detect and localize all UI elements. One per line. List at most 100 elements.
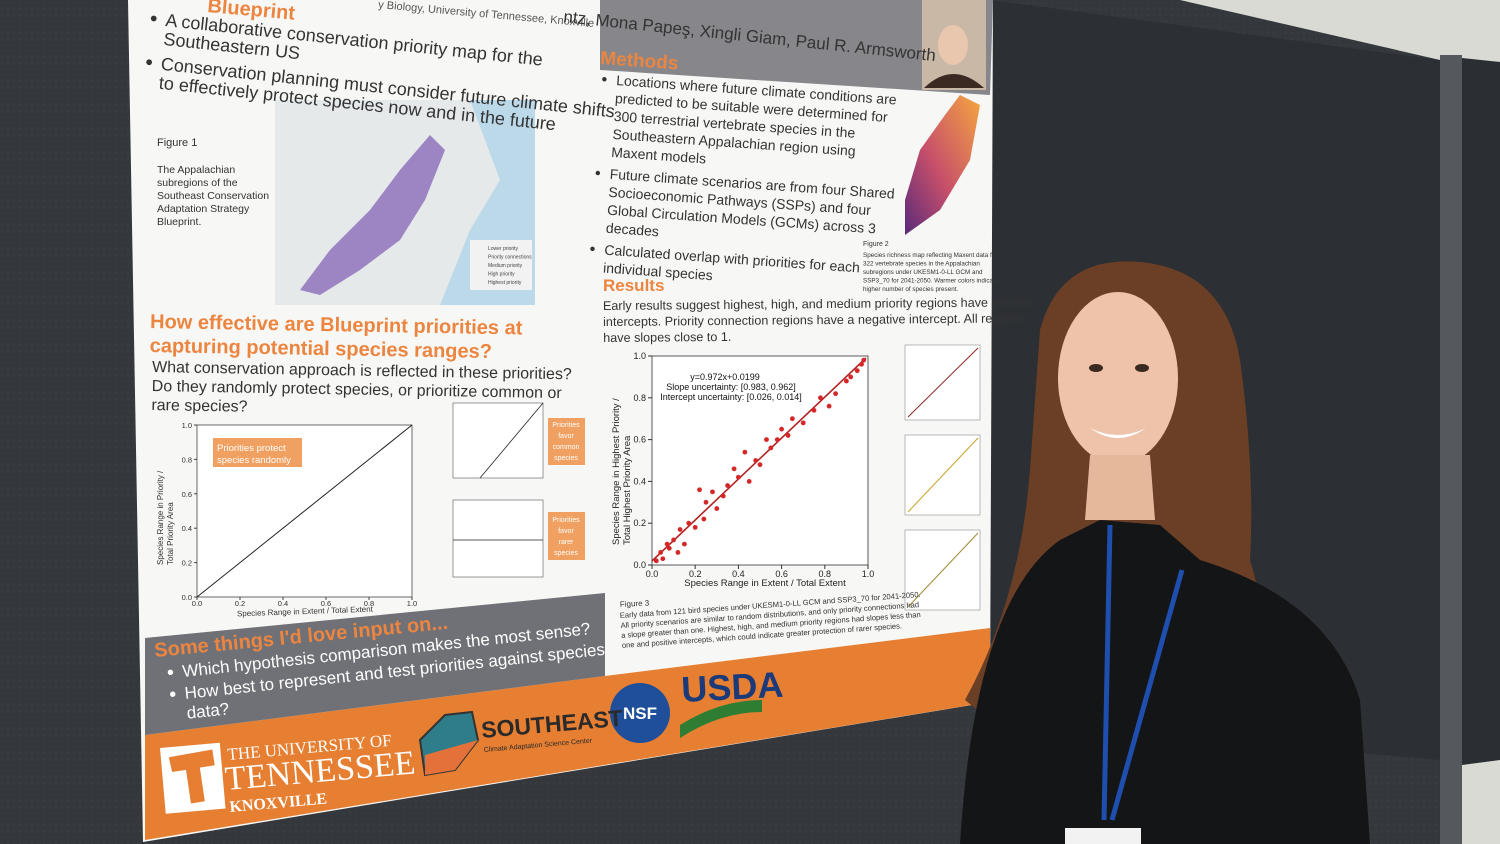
x-tick-label: 0.8 (819, 569, 832, 579)
text-line: 322 vertebrate species in the Appalachia… (863, 261, 980, 268)
text-line: Figure 3 (620, 598, 650, 609)
hypothesis-common-plot (452, 402, 544, 479)
point (790, 416, 795, 422)
text-line: The Appalachian (157, 164, 235, 176)
label-box (548, 512, 585, 560)
neck (1085, 455, 1155, 520)
text-line: y=0.972x+0.0199 (690, 372, 760, 382)
text-line: Southeast Conservation (157, 190, 269, 202)
y-tick-label: 0.0 (633, 560, 646, 570)
usda-swoosh (680, 700, 762, 738)
point (844, 378, 849, 384)
point (660, 556, 666, 562)
bullet (170, 691, 176, 697)
text-block: Species Range in Priority / Total Priorit… (156, 470, 175, 565)
x-tick-label: 0.6 (775, 569, 788, 579)
point (731, 466, 737, 472)
text-line: subregions under UKESM1-0-LL GCM and (863, 269, 983, 276)
text-line: High priority (488, 272, 515, 278)
y-tick-label: 0.0 (182, 593, 192, 602)
text-block: How effective are Blueprint priorities a… (149, 311, 522, 363)
text-block: Species Range in Highest Priority / Total… (611, 398, 633, 545)
point (682, 541, 687, 547)
small-plot-line (907, 347, 979, 418)
point (666, 545, 672, 551)
x-tick-label: 0.2 (689, 569, 702, 579)
point (764, 437, 769, 442)
footer-band (145, 628, 990, 840)
y-tick-label: 0.6 (182, 490, 192, 499)
y-tick-label: 0.2 (182, 559, 192, 568)
text-line: Total Priority Area (166, 502, 175, 565)
x-tick-label: 0.6 (321, 599, 331, 608)
bullet (167, 669, 174, 676)
text-block: Figure 2 (863, 241, 889, 248)
text-line: Early results suggest highest, high, and… (603, 295, 1034, 313)
x-tick-label: 0.4 (278, 599, 288, 608)
text-line: common (553, 444, 580, 451)
point (861, 357, 867, 363)
text-block: Species richness map reflecting Maxent d… (863, 252, 999, 293)
point (714, 506, 720, 511)
point (779, 426, 784, 432)
text-block: Slope uncertainty: [0.983, 0.962] (666, 382, 796, 392)
small-plot-line (907, 437, 979, 513)
board-frame (1440, 55, 1462, 844)
text-line: Maxent models (611, 144, 707, 167)
text-line: Priorities protect (217, 443, 286, 454)
point (675, 550, 681, 555)
point (859, 361, 864, 367)
y-tick-label: 1.0 (633, 351, 646, 361)
text-line: Species Range in Priority / (156, 470, 165, 565)
text-line: USDA (680, 664, 784, 710)
point (811, 407, 817, 413)
bullet (146, 59, 153, 66)
point (677, 527, 683, 532)
point (710, 489, 715, 495)
eye (1135, 364, 1149, 372)
text-line: Priority connections (488, 255, 532, 261)
y-tick-label: 0.6 (633, 435, 646, 445)
text-line: Blueprint. (157, 216, 201, 228)
text-line: Medium priority (488, 263, 523, 269)
hypothesis-rarer-plot (452, 499, 544, 578)
text-line: Intercept uncertainty: [0.026, 0.014] (660, 392, 802, 402)
face (1058, 292, 1178, 464)
text-line: favor (558, 528, 574, 535)
input-box (145, 593, 605, 735)
point (658, 550, 664, 555)
label-box (213, 438, 302, 467)
side-board (1462, 58, 1500, 765)
point (800, 420, 806, 426)
y-tick-label: 0.2 (633, 518, 646, 528)
text-line: intercepts. Priority connection regions … (603, 311, 1022, 329)
point (736, 474, 741, 480)
text-line: higher number of species present. (863, 286, 958, 293)
x-tick-label: 0.0 (192, 599, 202, 608)
author-face (938, 25, 968, 65)
point (725, 483, 730, 488)
point (742, 449, 748, 455)
text-line: NSF (623, 704, 657, 723)
eye (1089, 364, 1103, 372)
point (753, 458, 759, 463)
text-line: Priorities (552, 517, 580, 524)
common-line (479, 402, 544, 479)
bullet (590, 246, 595, 252)
heading: Results (603, 276, 664, 295)
bullet (595, 170, 601, 176)
text-line: Total Highest Priority Area (622, 435, 633, 545)
point (746, 479, 752, 484)
text-block: Priorities favor common species (552, 422, 580, 462)
point (757, 462, 763, 468)
point (692, 524, 698, 530)
text-line: individual species (603, 260, 714, 284)
text-block: Locations where future climate condition… (590, 72, 897, 284)
text-line: Lower priority (488, 246, 519, 252)
y-tick-label: 0.8 (633, 393, 646, 403)
hoodie (960, 520, 1370, 844)
x-tick-label: 0.2 (235, 599, 245, 608)
